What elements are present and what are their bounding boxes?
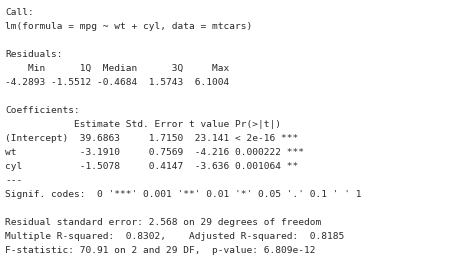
Text: Multiple R-squared:  0.8302,    Adjusted R-squared:  0.8185: Multiple R-squared: 0.8302, Adjusted R-s…: [5, 232, 344, 241]
Text: (Intercept)  39.6863     1.7150  23.141 < 2e-16 ***: (Intercept) 39.6863 1.7150 23.141 < 2e-1…: [5, 134, 298, 143]
Text: Estimate Std. Error t value Pr(>|t|): Estimate Std. Error t value Pr(>|t|): [5, 120, 298, 129]
Text: Residual standard error: 2.568 on 29 degrees of freedom: Residual standard error: 2.568 on 29 deg…: [5, 218, 321, 227]
Text: wt           -3.1910     0.7569  -4.216 0.000222 ***: wt -3.1910 0.7569 -4.216 0.000222 ***: [5, 148, 304, 157]
Text: cyl          -1.5078     0.4147  -3.636 0.001064 **: cyl -1.5078 0.4147 -3.636 0.001064 **: [5, 162, 304, 171]
Text: Min      1Q  Median      3Q     Max: Min 1Q Median 3Q Max: [5, 64, 229, 73]
Text: Residuals:: Residuals:: [5, 50, 63, 59]
Text: Call:: Call:: [5, 8, 34, 17]
Text: Coefficients:: Coefficients:: [5, 106, 80, 115]
Text: F-statistic: 70.91 on 2 and 29 DF,  p-value: 6.809e-12: F-statistic: 70.91 on 2 and 29 DF, p-val…: [5, 246, 316, 255]
Text: lm(formula = mpg ~ wt + cyl, data = mtcars): lm(formula = mpg ~ wt + cyl, data = mtca…: [5, 22, 252, 31]
Text: ---: ---: [5, 176, 22, 185]
Text: -4.2893 -1.5512 -0.4684  1.5743  6.1004: -4.2893 -1.5512 -0.4684 1.5743 6.1004: [5, 78, 229, 87]
Text: Signif. codes:  0 '***' 0.001 '**' 0.01 '*' 0.05 '.' 0.1 ' ' 1: Signif. codes: 0 '***' 0.001 '**' 0.01 '…: [5, 190, 362, 199]
